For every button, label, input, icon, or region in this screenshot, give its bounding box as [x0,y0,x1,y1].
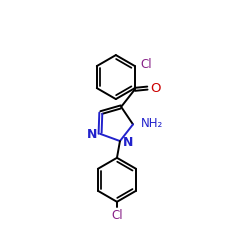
Text: N: N [122,136,133,149]
Text: Cl: Cl [140,58,151,70]
Text: Cl: Cl [111,209,123,222]
Text: NH₂: NH₂ [140,117,163,130]
Text: N: N [87,128,97,141]
Text: O: O [151,82,161,94]
